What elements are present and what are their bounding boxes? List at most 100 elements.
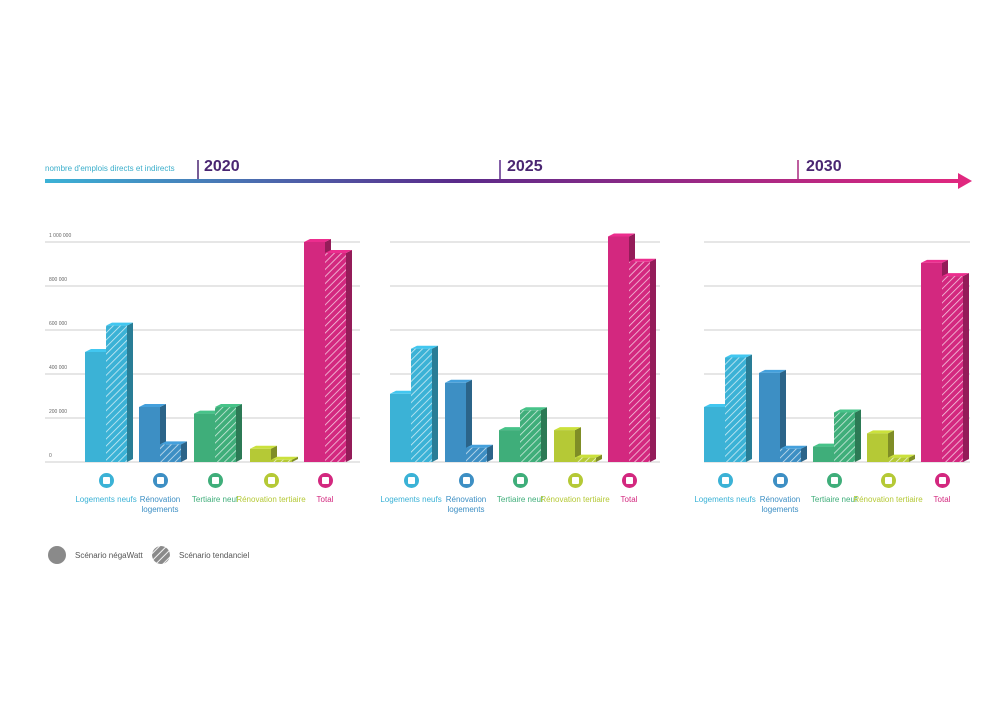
legend-hatched-swatch (152, 546, 170, 564)
bar-2020-logements-neufs-tendanciel (106, 322, 133, 462)
axis-label: nombre d'emplois directs et indirects (45, 164, 175, 173)
bar-top (608, 233, 635, 237)
bar-top (139, 404, 166, 407)
bar-top (704, 404, 731, 407)
legend-solid-swatch (48, 546, 66, 564)
y-tick-label: 0 (49, 453, 52, 459)
category-label-total: Total (316, 495, 334, 504)
bar-side (801, 445, 807, 462)
bar-top (250, 445, 277, 449)
total-icon (935, 473, 950, 488)
year-2020: 2020 (204, 158, 240, 175)
bar-front (194, 413, 215, 462)
bar-side (432, 345, 438, 462)
bar-front (85, 352, 106, 462)
bar-hatch (780, 448, 801, 462)
logements-neufs-icon (404, 473, 419, 488)
bar-2025-renovation-logements-tendanciel (466, 444, 493, 462)
bar-side (575, 427, 581, 462)
y-tick-label: 1 000 000 (49, 233, 72, 239)
bar-front (704, 407, 725, 462)
category-label-renovation-tertiaire: Rénovation tertiaire (236, 495, 306, 504)
bar-2030-renovation-tertiaire-tendanciel (888, 454, 915, 462)
bar-2020-renovation-tertiaire-negawatt (250, 445, 277, 462)
renovation-tertiaire-icon (881, 473, 896, 488)
bar-side (127, 322, 133, 462)
bar-top (725, 354, 752, 358)
category-label-renovation-logements: Rénovation logements (139, 495, 181, 514)
bar-2025-renovation-tertiaire-negawatt (554, 427, 581, 462)
bar-side (963, 273, 969, 462)
bar-side (541, 407, 547, 462)
bar-front (608, 236, 629, 462)
category-label-tertiaire-neuf: Tertiaire neuf (191, 495, 239, 504)
category-label-logements-neufs: Logements neufs (694, 495, 756, 504)
renovation-tertiaire-icon (264, 473, 279, 488)
category-label-tertiaire-neuf: Tertiaire neuf (810, 495, 858, 504)
bar-top (411, 345, 438, 349)
bar-hatch (942, 276, 963, 462)
bar-2020-renovation-tertiaire-tendanciel (271, 456, 298, 462)
logements-neufs-icon (718, 473, 733, 488)
bar-hatch (888, 457, 909, 462)
category-label-logements-neufs: Logements neufs (75, 495, 137, 504)
bar-2025-logements-neufs-tendanciel (411, 345, 438, 462)
tertiaire-neuf-icon (208, 473, 223, 488)
renovation-logements-icon (459, 473, 474, 488)
bar-front (867, 433, 888, 462)
icon-glyph (939, 477, 946, 484)
category-label-tertiaire-neuf: Tertiaire neuf (496, 495, 544, 504)
icon-glyph (322, 477, 329, 484)
bar-2030-renovation-logements-tendanciel (780, 445, 807, 462)
renovation-logements-icon (153, 473, 168, 488)
bar-side (746, 354, 752, 462)
bar-side (909, 454, 915, 462)
legend-tendanciel-label: Scénario tendanciel (179, 551, 250, 560)
bar-top (390, 390, 417, 394)
bar-top (759, 369, 786, 373)
y-tick-label: 200 000 (49, 409, 68, 415)
category-label-logements-neufs: Logements neufs (380, 495, 442, 504)
bar-top (575, 454, 602, 458)
bar-side (650, 258, 656, 462)
bar-top (629, 258, 656, 262)
renovation-tertiaire-icon (568, 473, 583, 488)
bar-2020-total-tendanciel (325, 250, 352, 462)
bar-2030-total-tendanciel (942, 273, 969, 462)
bar-hatch (106, 325, 127, 462)
bar-top (215, 404, 242, 407)
bar-top (325, 250, 352, 253)
icon-glyph (777, 477, 784, 484)
bar-front (499, 430, 520, 462)
legend-negawatt-label: Scénario négaWatt (75, 551, 143, 560)
bar-top (834, 409, 861, 413)
tertiaire-neuf-icon (513, 473, 528, 488)
icon-glyph (831, 477, 838, 484)
bar-top (921, 259, 948, 263)
renovation-logements-icon (773, 473, 788, 488)
icon-glyph (103, 477, 110, 484)
bar-hatch (725, 357, 746, 462)
total-icon (622, 473, 637, 488)
y-tick-label: 800 000 (49, 277, 68, 283)
year-2025: 2025 (507, 158, 543, 175)
category-label-total: Total (933, 495, 951, 504)
bar-top (813, 443, 840, 447)
bar-side (487, 444, 493, 462)
bar-side (888, 430, 894, 462)
bar-top (888, 454, 915, 458)
bar-2030-renovation-tertiaire-negawatt (867, 430, 894, 462)
bar-front (759, 372, 780, 462)
bar-2030-tertiaire-neuf-tendanciel (834, 409, 861, 462)
bar-top (466, 444, 493, 448)
logements-neufs-icon (99, 473, 114, 488)
icon-glyph (268, 477, 275, 484)
y-tick-label: 400 000 (49, 365, 68, 371)
bar-hatch (325, 253, 346, 462)
bar-top (554, 427, 581, 431)
bar-front (445, 382, 466, 462)
bar-top (85, 349, 112, 352)
timeline-arrowhead (958, 173, 972, 189)
bar-top (160, 441, 187, 445)
